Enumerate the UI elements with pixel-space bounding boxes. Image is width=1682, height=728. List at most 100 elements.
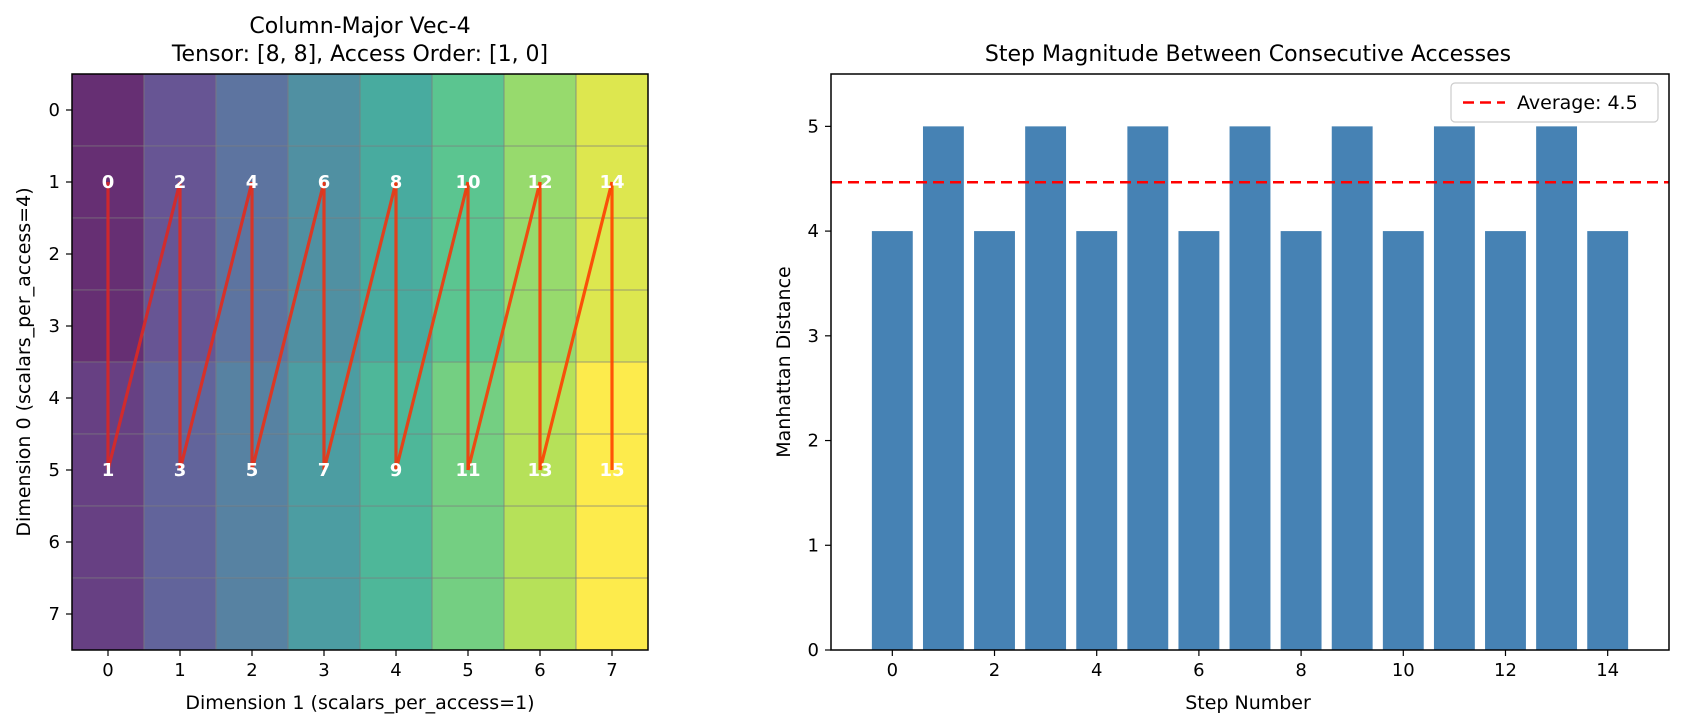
y-tick-label: 4	[49, 388, 60, 409]
bar	[1280, 231, 1322, 650]
x-tick-label: 10	[1392, 660, 1415, 681]
access-point-label: 2	[174, 172, 187, 193]
heatmap-cell	[288, 506, 361, 579]
x-tick-label: 5	[462, 660, 473, 681]
bar-series	[871, 126, 1629, 650]
x-tick-label: 3	[318, 660, 329, 681]
y-tick-label: 7	[49, 604, 60, 625]
access-point-label: 0	[102, 172, 115, 193]
bar	[1331, 126, 1373, 650]
legend: Average: 4.5	[1450, 82, 1659, 123]
heatmap-frame	[71, 73, 649, 651]
access-point-label: 7	[318, 460, 331, 481]
access-point-label: 9	[390, 460, 403, 481]
x-tick-label: 4	[1091, 660, 1102, 681]
access-path-segment	[106, 181, 182, 471]
heatmap-title: Column-Major Vec-4	[249, 14, 470, 39]
heatmap-x-label: Dimension 1 (scalars_per_access=1)	[185, 692, 534, 714]
x-tick-label: 0	[102, 660, 113, 681]
access-point-label: 15	[599, 460, 624, 481]
heatmap-cell	[576, 74, 649, 147]
heatmap-grid	[72, 74, 648, 650]
heatmap-cell	[144, 578, 217, 651]
heatmap-cell	[504, 578, 577, 651]
bar	[974, 231, 1015, 650]
heatmap-cell	[144, 74, 217, 147]
heatmap-cell	[504, 506, 577, 579]
x-tick-label: 7	[606, 660, 617, 681]
access-point-label: 11	[455, 460, 480, 481]
y-tick-label: 3	[49, 316, 60, 337]
heatmap-cell	[360, 506, 433, 579]
y-tick-label: 5	[808, 116, 819, 137]
bar-chart-title: Step Magnitude Between Consecutive Acces…	[985, 42, 1511, 67]
access-point-label: 8	[390, 172, 403, 193]
access-point-label: 4	[246, 172, 259, 193]
heatmap-cell	[288, 578, 361, 651]
bar	[922, 126, 964, 650]
x-tick-label: 4	[390, 660, 401, 681]
heatmap-cell	[144, 506, 217, 579]
heatmap-cell	[432, 578, 505, 651]
y-tick-label: 2	[808, 431, 819, 452]
bar-x-ticks: 0 2 4 6 8 10 12 14	[887, 650, 1619, 681]
x-tick-label: 12	[1494, 660, 1517, 681]
x-tick-label: 14	[1596, 660, 1619, 681]
heatmap-cell	[360, 578, 433, 651]
heatmap-cell	[504, 74, 577, 147]
legend-box	[1450, 82, 1659, 123]
bar	[1536, 126, 1578, 650]
y-tick-label: 1	[808, 535, 819, 556]
bar	[1025, 126, 1067, 650]
heatmap-cell	[288, 74, 361, 147]
heatmap-cell	[432, 74, 505, 147]
heatmap-cell	[72, 506, 145, 579]
access-path-segment	[394, 181, 470, 471]
x-tick-label: 0	[887, 660, 898, 681]
bar	[1382, 231, 1424, 650]
y-tick-label: 0	[808, 640, 819, 661]
bar	[1076, 231, 1118, 650]
access-path-segment	[250, 181, 326, 471]
bar-y-label: Manhattan Distance	[773, 266, 795, 457]
heatmap-cells	[72, 74, 649, 651]
access-point-label: 10	[455, 172, 480, 193]
access-point-label: 6	[318, 172, 331, 193]
y-tick-label: 2	[49, 244, 60, 265]
x-tick-label: 1	[174, 660, 185, 681]
heatmap-cell	[216, 506, 289, 579]
x-tick-label: 6	[534, 660, 545, 681]
y-tick-label: 4	[808, 221, 819, 242]
bar-x-label: Step Number	[1185, 692, 1311, 714]
access-point-label: 3	[174, 460, 187, 481]
heatmap-x-ticks: 0 1 2 3 4 5 6 7	[102, 650, 618, 681]
heatmap-panel: Column-Major Vec-4 Tensor: [8, 8], Acces…	[13, 14, 649, 714]
bar	[1587, 231, 1629, 650]
access-point-label: 13	[527, 460, 552, 481]
bar	[1127, 126, 1169, 650]
y-tick-label: 3	[808, 326, 819, 347]
heatmap-cell	[576, 506, 649, 579]
access-path-segment	[178, 181, 254, 471]
heatmap-y-ticks: 0 1 2 3 4 5 6 7	[49, 100, 72, 625]
y-tick-label: 5	[49, 460, 60, 481]
access-path-segment	[322, 181, 398, 471]
heatmap-cell	[216, 578, 289, 651]
heatmap-cell	[360, 74, 433, 147]
bar	[1178, 231, 1220, 650]
heatmap-cell	[432, 506, 505, 579]
x-tick-label: 2	[246, 660, 257, 681]
bar-y-ticks: 0 1 2 3 4 5	[808, 116, 831, 661]
x-tick-label: 8	[1295, 660, 1306, 681]
x-tick-label: 2	[989, 660, 1000, 681]
y-tick-label: 1	[49, 172, 60, 193]
bar-chart-frame	[830, 73, 1670, 651]
legend-label: Average: 4.5	[1517, 92, 1638, 114]
bar	[1229, 126, 1271, 650]
heatmap-cell	[72, 578, 145, 651]
access-point-label: 14	[599, 172, 624, 193]
y-tick-label: 0	[49, 100, 60, 121]
heatmap-cell	[576, 578, 649, 651]
